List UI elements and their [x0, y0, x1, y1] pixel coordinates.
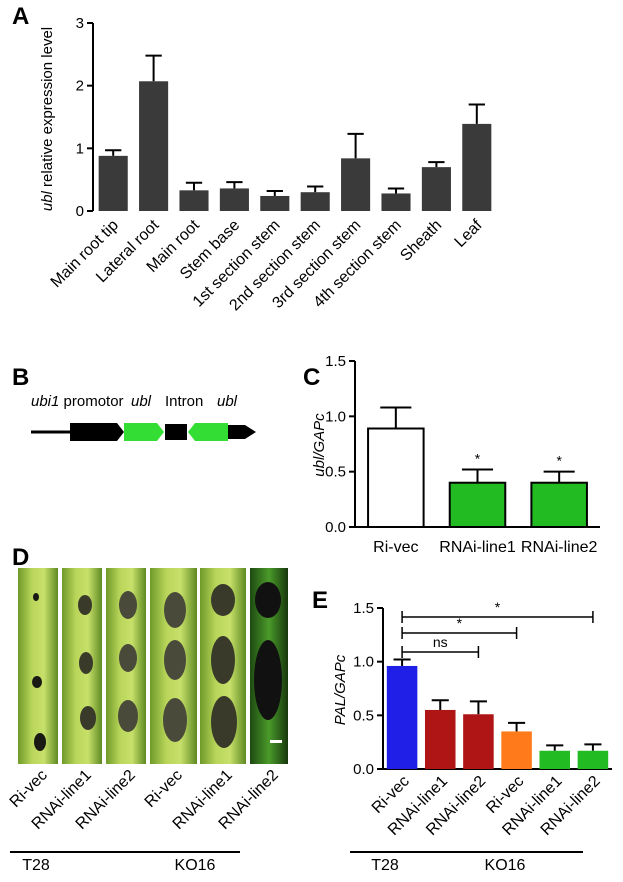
- bar: [219, 188, 249, 211]
- leaf-1: [18, 568, 58, 764]
- ubl-right-label: ubl: [217, 393, 238, 410]
- panel-b-letter: B: [12, 364, 29, 391]
- bar: [424, 709, 456, 769]
- panel-e-chart: 0.00.51.01.5ns**Ri-vecRNAi-line1RNAi-lin…: [350, 599, 612, 874]
- ubl-sense-block: [124, 423, 164, 441]
- panel-e-ylabel: PAL/GAPc: [332, 654, 349, 725]
- panel-c-letter: C: [303, 364, 320, 391]
- lesions: [32, 582, 282, 751]
- bracket-label: *: [457, 615, 463, 631]
- significance-mark: *: [475, 450, 481, 466]
- y-tick-label: 0.0: [325, 519, 346, 536]
- promoter-label-rest: promotor: [59, 393, 123, 410]
- bracket-label: *: [495, 599, 501, 615]
- panel-a-ylabel-italic: ubl: [39, 190, 56, 211]
- group-label: T28: [371, 857, 399, 874]
- panel-c-ylabel: ubl/GAPc: [311, 413, 328, 477]
- panel-e-letter: E: [312, 587, 328, 614]
- panel-c-chart: 0.0 0.5 1.0 1.5 * * Ri-vec RNAi-line1 RNAi-line2: [325, 353, 600, 556]
- bar: [367, 427, 425, 528]
- bar: [539, 750, 571, 769]
- y-tick-label: 0.5: [353, 707, 374, 724]
- y-tick-label: 1.0: [325, 408, 346, 425]
- construct-diagram: [31, 423, 256, 441]
- bracket-label: ns: [433, 634, 448, 650]
- bar: [421, 167, 451, 211]
- y-tick-label: 1.5: [353, 600, 374, 617]
- bar: [179, 190, 209, 211]
- category-label: Sheath: [397, 217, 445, 265]
- category-label: RNAi-line1: [439, 539, 516, 556]
- category-label: RNAi-line2: [521, 539, 598, 556]
- intron-label: Intron: [165, 393, 203, 410]
- ubl-antisense-block: [188, 423, 228, 441]
- bar: [501, 731, 532, 769]
- y-tick-label: 1.5: [325, 353, 346, 370]
- intron-block: [165, 424, 187, 440]
- category-label: Ri-vec: [373, 539, 418, 556]
- y-tick-label: 1: [76, 140, 84, 157]
- bar: [139, 81, 169, 211]
- promoter-block: [70, 423, 124, 441]
- panel-a-ylabel-rest: relative expression level: [39, 27, 56, 191]
- bar: [462, 123, 492, 211]
- bar: [463, 714, 494, 769]
- bar: [381, 193, 411, 211]
- group-label: KO16: [175, 857, 216, 874]
- ubl-left-label: ubl: [131, 393, 152, 410]
- bar: [530, 481, 588, 529]
- y-tick-label: 0.5: [325, 464, 346, 481]
- group-label: T28: [22, 857, 50, 874]
- y-tick-label: 3: [76, 15, 84, 32]
- bar: [300, 192, 330, 211]
- promoter-label: ubi1 promotor: [31, 393, 124, 410]
- bar: [98, 155, 128, 211]
- sample-label: Ri-vec: [142, 767, 186, 811]
- promoter-label-italic: ubi1: [31, 393, 59, 410]
- y-tick-label: 0: [76, 203, 84, 220]
- terminator-block: [228, 425, 256, 439]
- significance-mark: *: [556, 453, 562, 469]
- category-label: Leaf: [452, 216, 486, 250]
- panel-d-letter: D: [12, 544, 29, 571]
- bar: [448, 481, 507, 529]
- bar: [341, 158, 371, 211]
- bar: [386, 665, 418, 769]
- panel-a-ylabel: ubl relative expression level: [39, 27, 56, 211]
- panel-a-letter: A: [12, 3, 29, 30]
- y-tick-label: 2: [76, 78, 84, 95]
- leaf-photographs: [18, 568, 288, 764]
- bar: [577, 750, 609, 769]
- y-tick-label: 0.0: [353, 761, 374, 778]
- y-tick-label: 1.0: [353, 654, 374, 671]
- bar: [260, 195, 290, 211]
- group-label: KO16: [485, 857, 526, 874]
